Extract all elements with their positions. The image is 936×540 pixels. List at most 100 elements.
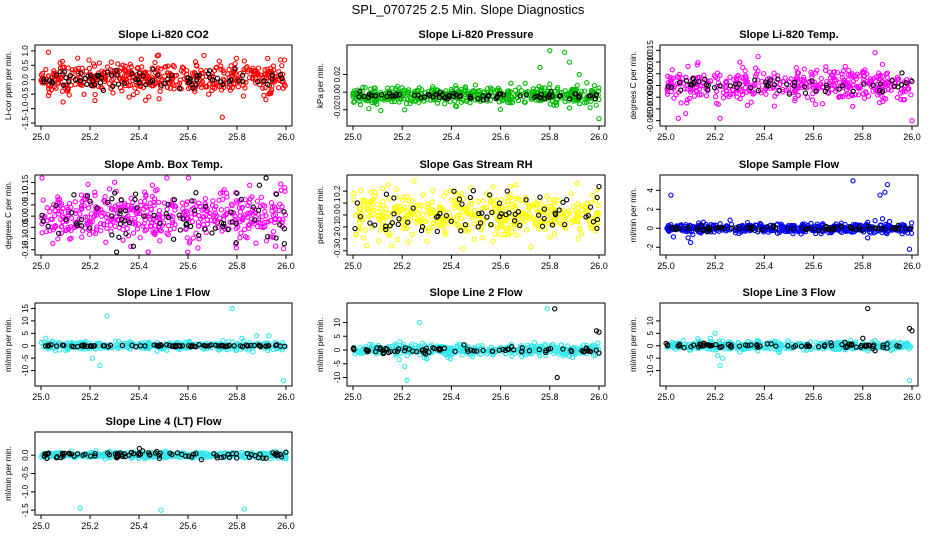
data-point [84, 214, 91, 220]
data-point [429, 199, 435, 205]
x-tick-label: 25.8 [854, 261, 872, 271]
data-point [465, 210, 472, 216]
data-point [55, 236, 61, 242]
y-tick-label: 5 [646, 331, 655, 336]
data-point [372, 99, 378, 106]
data-point [539, 223, 546, 229]
data-point [507, 215, 513, 221]
data-point [467, 194, 473, 201]
data-point [88, 72, 94, 79]
data-point [91, 213, 98, 219]
y-tick-label: -0.15 [21, 240, 30, 259]
data-point [431, 220, 437, 227]
data-point [216, 58, 222, 64]
data-point [171, 197, 178, 203]
data-point [245, 69, 251, 75]
x-tick-label: 25.2 [393, 261, 411, 271]
data-point [720, 95, 727, 101]
data-point [132, 221, 139, 228]
data-point [377, 227, 384, 233]
data-point [396, 210, 402, 216]
data-point [122, 218, 128, 224]
data-point [266, 333, 272, 339]
data-point [802, 84, 808, 90]
data-point [395, 221, 401, 228]
data-point [273, 191, 280, 197]
data-point [576, 95, 582, 101]
data-point [364, 203, 370, 209]
data-point [391, 98, 398, 105]
data-point [841, 77, 847, 83]
y-tick-label: 0.10 [21, 185, 30, 201]
data-point [238, 230, 244, 236]
data-point [442, 101, 448, 107]
data-point [397, 339, 403, 345]
data-point [92, 192, 98, 199]
data-point [85, 205, 92, 211]
y-tick-label: 0 [333, 347, 342, 352]
data-point [824, 79, 830, 85]
data-point [467, 95, 473, 101]
data-point [775, 73, 781, 79]
data-point [157, 88, 163, 94]
data-point [566, 105, 573, 111]
data-point [263, 96, 269, 103]
data-point [497, 106, 504, 113]
data-point [488, 89, 495, 95]
data-point [262, 84, 268, 91]
data-point [277, 57, 284, 63]
data-point [664, 91, 671, 97]
data-point [834, 86, 840, 92]
data-point [369, 99, 375, 106]
data-point [117, 208, 123, 214]
data-point [420, 211, 426, 218]
data-point [222, 223, 228, 230]
data-point [73, 224, 79, 230]
data-point [55, 197, 61, 203]
data-point [897, 90, 904, 96]
data-point [100, 222, 107, 228]
data-point [261, 92, 267, 99]
data-point [262, 208, 268, 215]
data-point [795, 92, 802, 99]
data-point [400, 206, 406, 212]
data-point [375, 216, 382, 222]
data-point [665, 73, 671, 79]
data-point [435, 213, 441, 219]
data-point [471, 207, 478, 214]
data-points [38, 49, 288, 120]
data-point [727, 83, 734, 89]
data-point [200, 221, 207, 228]
data-point [188, 223, 194, 230]
data-point [241, 226, 248, 233]
data-point [371, 85, 377, 91]
data-point [38, 72, 45, 78]
data-point [128, 64, 134, 70]
data-points [664, 178, 915, 252]
y-axis-label: degrees C per min. [629, 51, 638, 119]
y-tick-label: -10 [646, 364, 655, 376]
data-point [503, 225, 509, 232]
data-point [55, 77, 61, 83]
data-point [232, 60, 238, 67]
data-point [136, 80, 143, 86]
data-point [470, 188, 476, 194]
data-point [60, 64, 66, 71]
x-tick-label: 26.0 [903, 261, 921, 271]
data-point [425, 228, 431, 234]
data-point [49, 205, 55, 211]
data-point [58, 76, 64, 82]
x-tick-label: 25.2 [706, 261, 724, 271]
data-point [74, 220, 80, 226]
data-point [254, 198, 261, 204]
data-point [40, 197, 46, 203]
data-point [171, 86, 177, 92]
data-point [142, 189, 148, 195]
data-point [870, 88, 876, 94]
data-point [78, 223, 85, 229]
data-point [552, 306, 558, 312]
data-point [770, 85, 776, 91]
data-point [566, 207, 572, 214]
data-point [405, 89, 411, 96]
data-point [143, 227, 149, 233]
